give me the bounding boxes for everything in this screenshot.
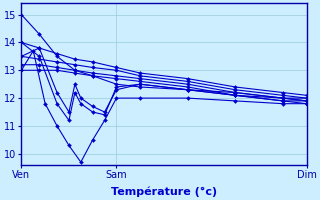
X-axis label: Température (°c): Température (°c) [111, 186, 217, 197]
